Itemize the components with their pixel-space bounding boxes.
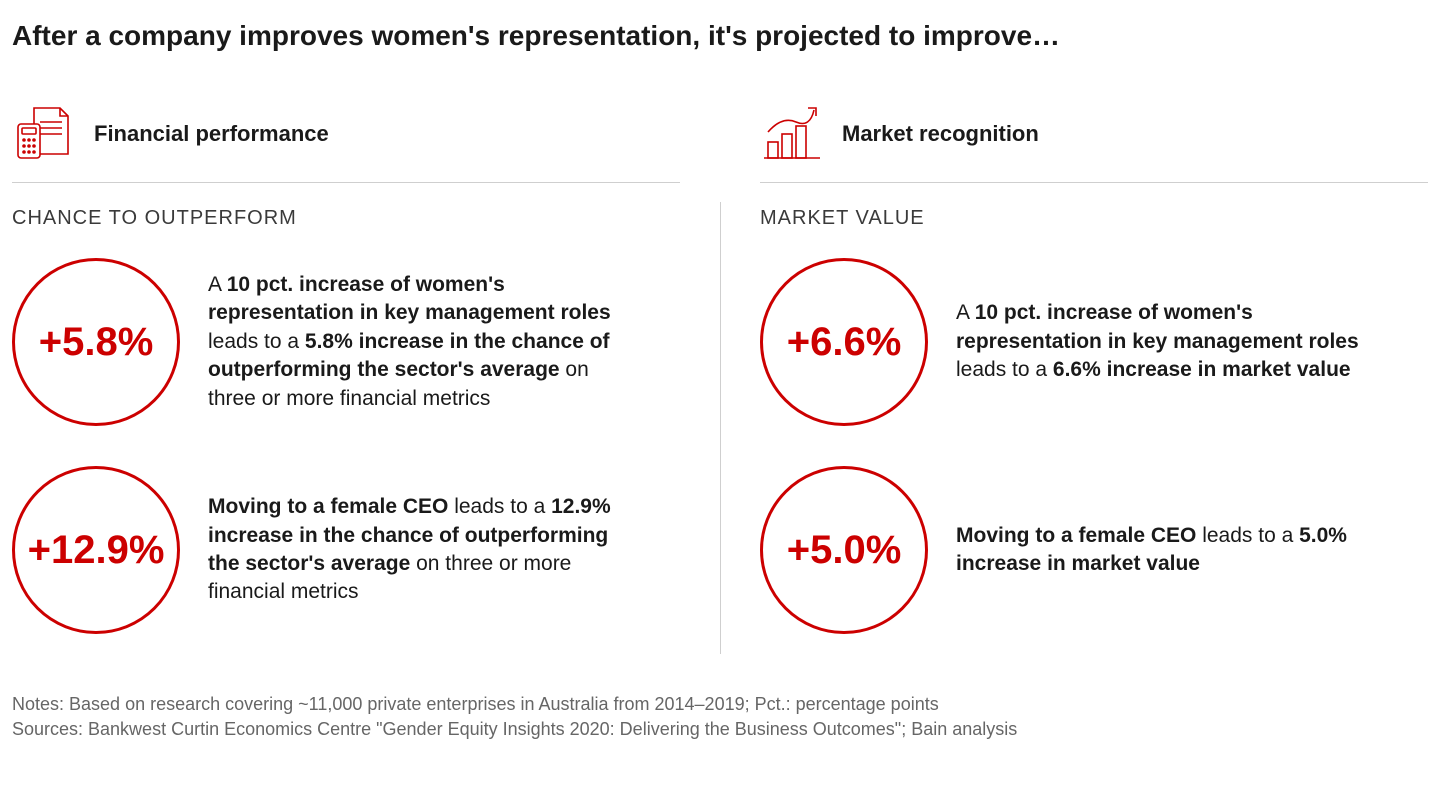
notes-line: Notes: Based on research covering ~11,00… bbox=[12, 692, 1428, 717]
vertical-divider bbox=[720, 202, 721, 654]
col-financial: Financial performance CHANCE TO OUTPERFO… bbox=[12, 102, 720, 674]
stat-desc: A 10 pct. increase of women's representa… bbox=[208, 271, 638, 413]
stat-row: +6.6% A 10 pct. increase of women's repr… bbox=[760, 258, 1428, 426]
stat-circle: +12.9% bbox=[12, 466, 180, 634]
section-label: Financial performance bbox=[94, 121, 329, 147]
stat-circle: +6.6% bbox=[760, 258, 928, 426]
col-market: Market recognition MARKET VALUE +6.6% A … bbox=[720, 102, 1428, 674]
stat-desc: A 10 pct. increase of women's representa… bbox=[956, 299, 1386, 384]
stat-row: +5.8% A 10 pct. increase of women's repr… bbox=[12, 258, 680, 426]
sub-label: MARKET VALUE bbox=[760, 207, 1428, 230]
sources-line: Sources: Bankwest Curtin Economics Centr… bbox=[12, 717, 1428, 742]
section-header-market: Market recognition bbox=[760, 102, 1428, 183]
section-label: Market recognition bbox=[842, 121, 1039, 147]
bar-arrow-icon bbox=[760, 102, 824, 166]
calculator-doc-icon bbox=[12, 102, 76, 166]
stat-desc: Moving to a female CEO leads to a 5.0% i… bbox=[956, 522, 1386, 579]
columns-wrap: Financial performance CHANCE TO OUTPERFO… bbox=[12, 102, 1428, 674]
stat-row: +12.9% Moving to a female CEO leads to a… bbox=[12, 466, 680, 634]
page-title: After a company improves women's represe… bbox=[12, 20, 1428, 52]
section-header-financial: Financial performance bbox=[12, 102, 680, 183]
footnotes: Notes: Based on research covering ~11,00… bbox=[12, 692, 1428, 742]
stat-circle: +5.0% bbox=[760, 466, 928, 634]
stat-desc: Moving to a female CEO leads to a 12.9% … bbox=[208, 493, 638, 606]
sub-label: CHANCE TO OUTPERFORM bbox=[12, 207, 680, 230]
stat-circle: +5.8% bbox=[12, 258, 180, 426]
stat-row: +5.0% Moving to a female CEO leads to a … bbox=[760, 466, 1428, 634]
